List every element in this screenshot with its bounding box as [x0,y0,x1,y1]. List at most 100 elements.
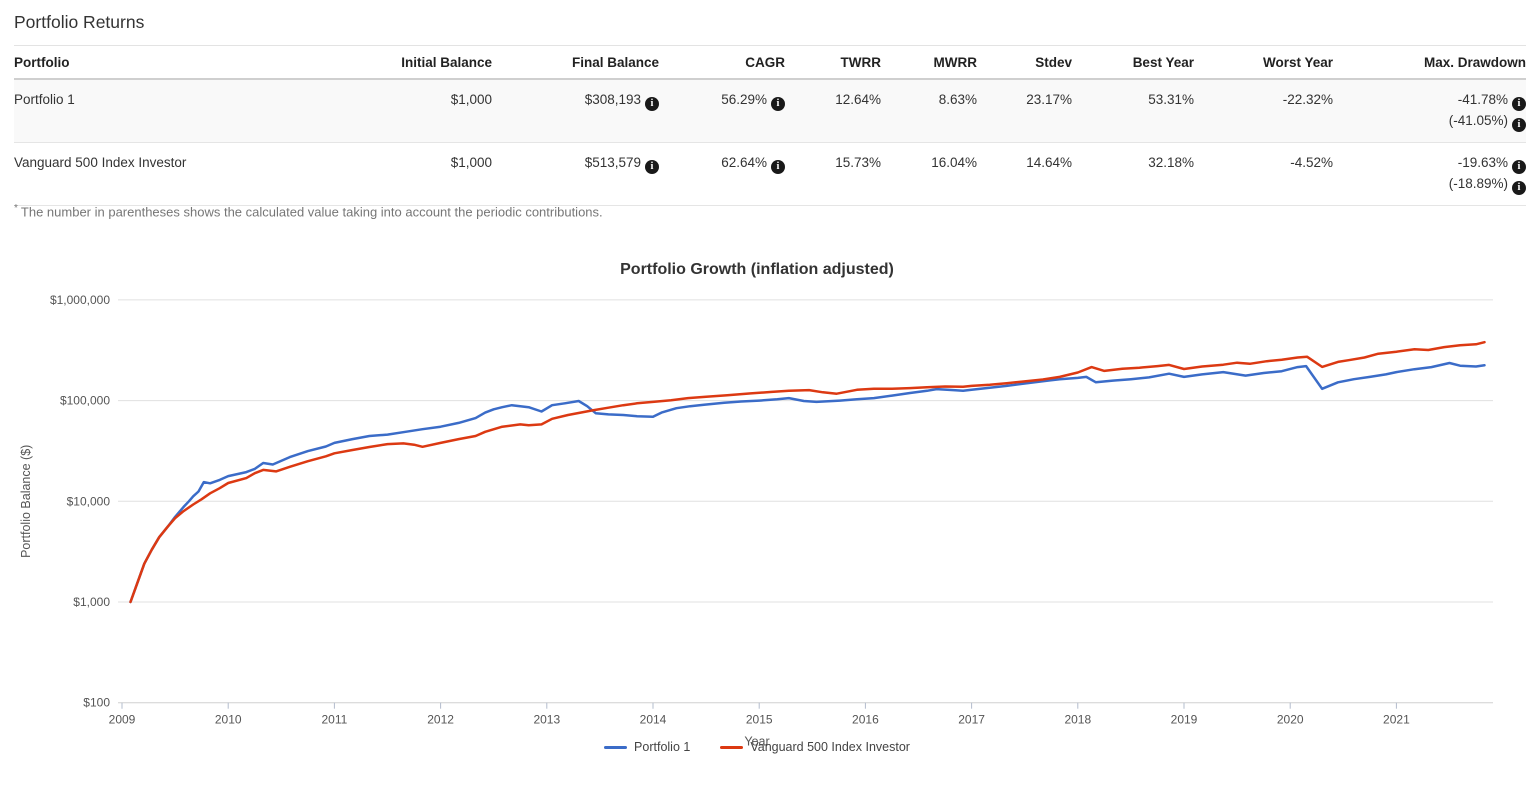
info-icon[interactable]: i [645,97,659,111]
column-header-cagr: CAGR [659,45,785,80]
y-axis-tick-label: $1,000,000 [50,293,110,307]
initial_balance-cell: $1,000 [360,79,492,143]
column-header-portfolio: Portfolio [14,45,360,80]
x-axis-tick-label: 2018 [1064,713,1091,727]
final_balance-cell: $308,193 i [492,79,659,143]
max_drawdown-line: (-18.89%) i [1343,174,1526,195]
page-title: Portfolio Returns [14,12,145,32]
x-axis-tick-label: 2019 [1171,713,1198,727]
column-header-max_drawdown: Max. Drawdown [1333,45,1526,80]
worst_year-value: -4.52% [1290,155,1333,170]
chart-title: Portfolio Growth (inflation adjusted) [620,261,894,278]
mwrr-cell: 16.04% [881,142,977,206]
info-icon[interactable]: i [1512,118,1526,132]
returns-table-section: Portfolio Initial Balance Final Balance CAG… [14,45,1526,206]
initial_balance-value: $1,000 [450,155,492,170]
twrr-cell: 12.64% [785,79,881,143]
column-header-mwrr: MWRR [881,45,977,80]
x-axis-tick-label: 2009 [109,713,136,727]
column-header-initial_balance: Initial Balance [360,45,492,80]
x-axis-tick-label: 2021 [1383,713,1410,727]
best_year-value: 53.31% [1148,92,1194,107]
twrr-value: 12.64% [835,92,881,107]
final_balance-value: $513,579 [584,155,641,170]
worst_year-cell: -22.32% [1194,79,1333,143]
x-axis-tick-label: 2017 [958,713,985,727]
legend-label: Portfolio 1 [634,740,691,754]
twrr-cell: 15.73% [785,142,881,206]
footnote-text: The number in parentheses shows the calc… [20,204,603,220]
max_drawdown-line: (-41.05%) i [1343,111,1526,132]
cagr-value: 56.29% [721,92,767,107]
column-header-twrr: TWRR [785,45,881,80]
x-axis-tick-label: 2016 [852,713,879,727]
worst_year-value: -22.32% [1282,92,1333,107]
mwrr-value: 16.04% [931,155,977,170]
max_drawdown-line: -19.63% i [1343,153,1526,174]
portfolio-growth-chart: Portfolio Growth (inflation adjusted) $1… [0,252,1538,754]
initial_balance-value: $1,000 [450,92,492,107]
info-icon[interactable]: i [645,160,659,174]
x-axis-tick-label: 2020 [1277,713,1304,727]
portfolio-value: Vanguard 500 Index Investor [14,155,187,170]
column-header-final_balance: Final Balance [492,45,659,80]
info-icon[interactable]: i [1512,181,1526,195]
final_balance-cell: $513,579 i [492,142,659,206]
portfolio-1-line[interactable] [129,361,1486,604]
legend-label: Vanguard 500 Index Investor [750,740,910,754]
y-axis-tick-label: $100 [83,696,110,710]
x-axis-tick-label: 2013 [533,713,560,727]
info-icon[interactable]: i [1512,97,1526,111]
cagr-cell: 56.29% i [659,79,785,143]
legend-item-portfolio-1[interactable]: Portfolio 1 [604,740,690,754]
best_year-cell: 53.31% [1072,79,1194,143]
initial_balance-cell: $1,000 [360,142,492,206]
table-row: Portfolio 1 $1,000 $308,193 i 56.29% i 12.64% 8… [14,79,1526,143]
best_year-value: 32.18% [1148,155,1194,170]
stdev-cell: 23.17% [977,79,1072,143]
max_drawdown-value: -41.78% [1457,92,1508,107]
x-axis-tick-label: 2010 [215,713,242,727]
max_drawdown-value: (-41.05%) [1448,113,1508,128]
portfolio-growth-plot[interactable]: $1,000,000 $100,000 $10,000 $1,000 $100 2009 2… [0,288,1538,756]
stdev-cell: 14.64% [977,142,1072,206]
cagr-value: 62.64% [721,155,767,170]
max_drawdown-value: -19.63% [1457,155,1508,170]
vanguard-500-index-investor-line[interactable] [129,340,1486,604]
column-header-best_year: Best Year [1072,45,1194,80]
info-icon[interactable]: i [771,160,785,174]
portfolio-cell: Vanguard 500 Index Investor [14,142,360,206]
twrr-value: 15.73% [835,155,881,170]
returns-table: Portfolio Initial Balance Final Balance CAG… [14,45,1526,206]
max_drawdown-line: -41.78% i [1343,90,1526,111]
mwrr-value: 8.63% [938,92,977,107]
mwrr-cell: 8.63% [881,79,977,143]
worst_year-cell: -4.52% [1194,142,1333,206]
returns-table-head: Portfolio Initial Balance Final Balance CAG… [14,45,1526,80]
legend-swatch [604,745,628,749]
x-axis-tick-label: 2014 [640,713,667,727]
x-axis-tick-label: 2011 [321,713,347,727]
header-row: Portfolio Initial Balance Final Balance CAG… [14,45,1526,80]
x-axis-title: Year [744,735,769,749]
chart-legend: Portfolio 1 Vanguard 500 Index Investor [0,740,1514,754]
table-row: Vanguard 500 Index Investor $1,000 $513,57… [14,142,1526,206]
max_drawdown-cell: -41.78% i (-41.05%) i [1333,79,1526,143]
y-axis-tick-label: $1,000 [73,595,110,609]
returns-table-body: Portfolio 1 $1,000 $308,193 i 56.29% i 12.64% 8… [14,79,1526,206]
x-axis-tick-label: 2012 [427,713,454,727]
legend-swatch [720,745,744,749]
footnote-asterisk: * [14,203,18,214]
info-icon[interactable]: i [1512,160,1526,174]
max_drawdown-value: (-18.89%) [1448,176,1508,191]
x-axis-tick-label: 2015 [746,713,773,727]
stdev-value: 23.17% [1026,92,1072,107]
stdev-value: 14.64% [1026,155,1072,170]
portfolio-value: Portfolio 1 [14,92,75,107]
info-icon[interactable]: i [771,97,785,111]
y-axis-tick-label: $100,000 [60,394,110,408]
column-header-stdev: Stdev [977,45,1072,80]
y-axis-tick-label: $10,000 [67,494,111,508]
legend-item-vanguard-500-index-investor[interactable]: Vanguard 500 Index Investor [720,740,910,754]
